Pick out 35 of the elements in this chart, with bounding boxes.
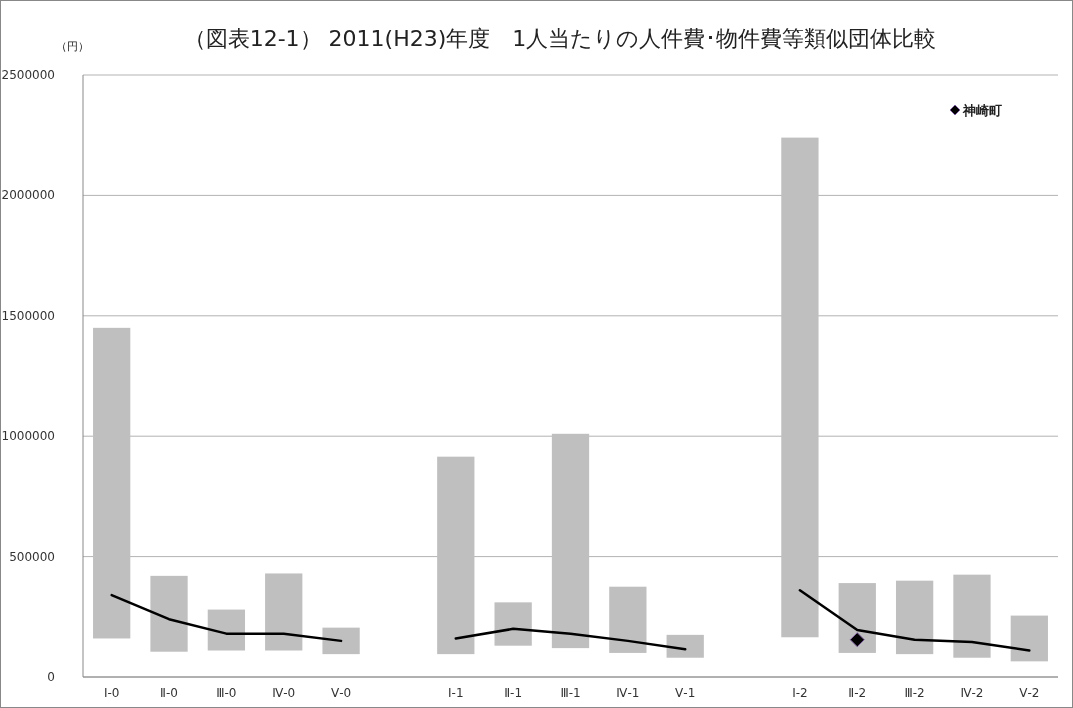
x-tick-label: Ⅴ-0 xyxy=(330,686,352,700)
x-tick-label: Ⅱ-2 xyxy=(848,686,867,700)
bar xyxy=(666,634,704,658)
bar xyxy=(1010,615,1048,662)
x-tick-label: Ⅲ-0 xyxy=(216,686,237,700)
x-tick-label: Ⅳ-1 xyxy=(616,686,640,700)
y-tick-label: 2000000 xyxy=(1,188,55,203)
bar xyxy=(609,586,647,653)
y-tick-label: 0 xyxy=(47,670,55,684)
x-tick-label: Ⅱ-0 xyxy=(160,686,178,700)
x-tick-label: Ⅳ-0 xyxy=(272,686,296,700)
y-tick-label: 500000 xyxy=(9,549,55,564)
bar xyxy=(322,627,360,655)
bar xyxy=(494,602,532,646)
x-tick-label: Ⅳ-2 xyxy=(960,686,984,700)
x-tick-label: Ⅴ-2 xyxy=(1019,686,1040,700)
legend: 神崎町 xyxy=(963,103,1002,118)
y-tick-label: 2500000 xyxy=(1,68,55,82)
x-tick-label: Ⅲ-1 xyxy=(560,686,581,700)
chart-title: （図表12-1） 2011(H23)年度 1人当たりの人件費･物件費等類似団体比較 xyxy=(183,26,937,51)
x-tick-label: Ⅲ-2 xyxy=(904,686,925,700)
x-tick-label: Ⅱ-1 xyxy=(504,686,523,700)
x-tick-label: Ⅰ-2 xyxy=(792,686,808,700)
x-tick-label: Ⅴ-1 xyxy=(675,686,696,700)
x-tick-label: Ⅰ-0 xyxy=(103,686,120,700)
y-tick-label: 1000000 xyxy=(1,429,55,444)
bar xyxy=(895,580,934,655)
bar xyxy=(953,574,991,658)
y-tick-label: 1500000 xyxy=(1,308,55,323)
bar xyxy=(838,583,876,653)
bar xyxy=(207,609,246,651)
bar xyxy=(150,575,188,652)
y-axis-title: （円） xyxy=(55,40,89,53)
bar xyxy=(265,573,303,651)
x-tick-label: Ⅰ-1 xyxy=(448,686,464,700)
